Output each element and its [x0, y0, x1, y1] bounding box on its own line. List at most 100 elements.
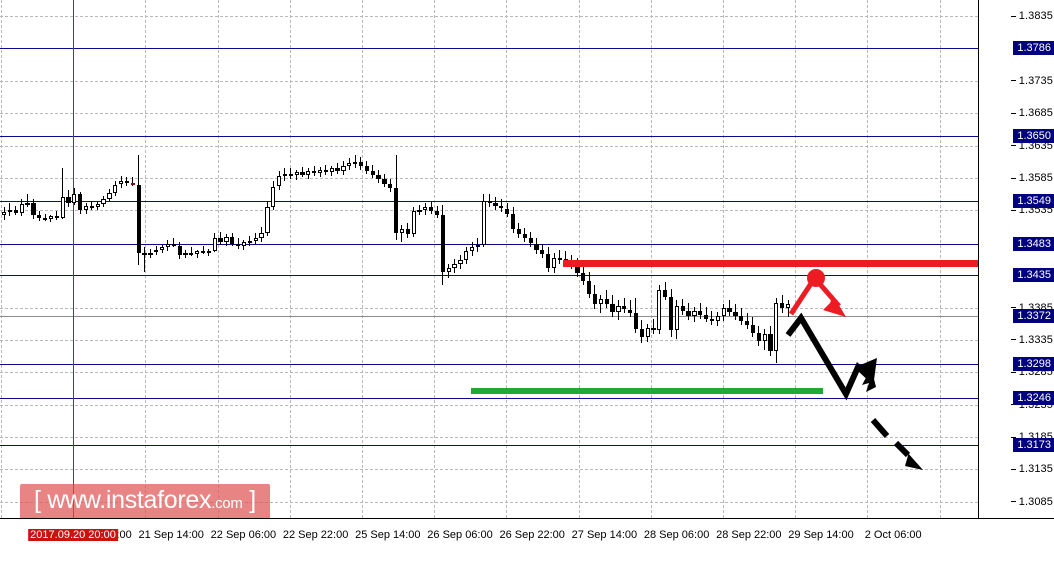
candle-body	[645, 327, 650, 337]
candle	[440, 0, 446, 518]
candle-body	[83, 205, 89, 211]
candle-body	[276, 176, 282, 187]
candle-body	[323, 169, 329, 173]
candle-body	[680, 305, 685, 311]
candle-body	[165, 243, 171, 248]
candle	[393, 0, 399, 518]
time-tick-label: 21 Sep 14:00	[138, 529, 204, 541]
candle	[347, 0, 352, 518]
candle	[37, 0, 42, 518]
price-level-label[interactable]: 1.3246	[1013, 390, 1054, 405]
price-axis[interactable]: 1.3835 1.3735 1.3685 1.3635 1.3585 1.3535 1.33…	[978, 0, 1054, 518]
candle-body	[715, 316, 720, 322]
candle-body	[31, 202, 36, 215]
candle-body	[189, 252, 194, 255]
candle	[83, 0, 89, 518]
candle-body	[382, 178, 387, 184]
gridline-horizontal	[0, 145, 978, 147]
candle-body	[756, 332, 761, 341]
candle	[370, 0, 375, 518]
candle	[224, 0, 229, 518]
candle-wick	[249, 235, 251, 247]
candle-body	[48, 216, 54, 220]
candle-body	[393, 187, 399, 234]
candle	[119, 0, 124, 518]
candle	[674, 0, 680, 518]
price-level-label[interactable]: 1.3549	[1013, 194, 1054, 209]
price-level-label[interactable]: 1.3483	[1013, 237, 1054, 252]
candle-body	[622, 305, 627, 310]
candle-body	[347, 163, 352, 166]
gridline-vertical	[289, 0, 291, 518]
candle	[364, 0, 369, 518]
candle	[282, 0, 288, 518]
candle-body	[72, 194, 77, 203]
gridline-vertical	[145, 0, 147, 518]
candle	[171, 0, 176, 518]
candle-wick	[196, 249, 198, 258]
candle	[189, 0, 194, 518]
price-level-label[interactable]: 1.3786	[1013, 40, 1054, 55]
candle-body	[306, 170, 311, 175]
gridline-horizontal	[0, 469, 978, 471]
candle-body	[505, 208, 510, 214]
price-level-label[interactable]: 1.3435	[1013, 268, 1054, 283]
price-level-label[interactable]: 1.3298	[1013, 356, 1054, 371]
gridline-vertical	[867, 0, 869, 518]
candle	[616, 0, 621, 518]
candle-body	[124, 181, 130, 184]
gridline-horizontal	[0, 80, 978, 82]
candle-body	[376, 174, 381, 179]
candle-body	[750, 325, 756, 333]
price-level-label[interactable]: 1.3173	[1013, 437, 1054, 452]
candle	[709, 0, 715, 518]
time-tick-label: 29 Sep 14:00	[788, 529, 854, 541]
price-tick: 1.3585	[1010, 172, 1053, 184]
gridline-vertical	[434, 0, 436, 518]
candle-body	[7, 209, 13, 212]
candle-body	[633, 313, 639, 329]
candle-body	[627, 309, 633, 314]
candle	[458, 0, 463, 518]
price-tick: 1.3085	[1010, 496, 1053, 508]
candle	[7, 0, 13, 518]
candle-body	[42, 217, 48, 220]
candle-body	[335, 168, 340, 171]
watermark-close-bracket: ]	[249, 486, 256, 514]
candle	[540, 0, 545, 518]
candle	[633, 0, 639, 518]
price-level-label[interactable]: 1.3650	[1013, 129, 1054, 143]
candle-wick	[565, 251, 567, 267]
candle	[154, 0, 159, 518]
candle	[376, 0, 381, 518]
candle	[487, 0, 492, 518]
candle	[195, 0, 200, 518]
candle-body	[312, 170, 317, 174]
gridline-horizontal	[0, 404, 978, 406]
candle-body	[329, 168, 334, 173]
price-level-line	[0, 275, 978, 277]
candle-wick	[27, 194, 29, 208]
current-price-label[interactable]: 1.3372	[1013, 309, 1054, 323]
candle	[101, 0, 106, 518]
candle	[592, 0, 598, 518]
candle	[247, 0, 252, 518]
candle-wick	[132, 177, 134, 187]
candle	[785, 0, 791, 518]
candle-wick	[290, 168, 292, 179]
gridline-horizontal	[0, 113, 978, 115]
candle-body	[698, 310, 703, 315]
candle	[505, 0, 510, 518]
candle-body	[510, 213, 516, 230]
candle-body	[587, 281, 592, 294]
candle-body	[668, 296, 674, 331]
price-tick: 1.3685	[1010, 107, 1053, 119]
chart-plot-area[interactable]: [ www.instaforex.com ]	[0, 0, 978, 518]
gridline-horizontal	[0, 178, 978, 180]
candle-wick	[173, 238, 175, 248]
candle	[417, 0, 422, 518]
candle-wick	[787, 300, 789, 318]
candle-body	[785, 304, 791, 309]
gridline-vertical	[217, 0, 219, 518]
